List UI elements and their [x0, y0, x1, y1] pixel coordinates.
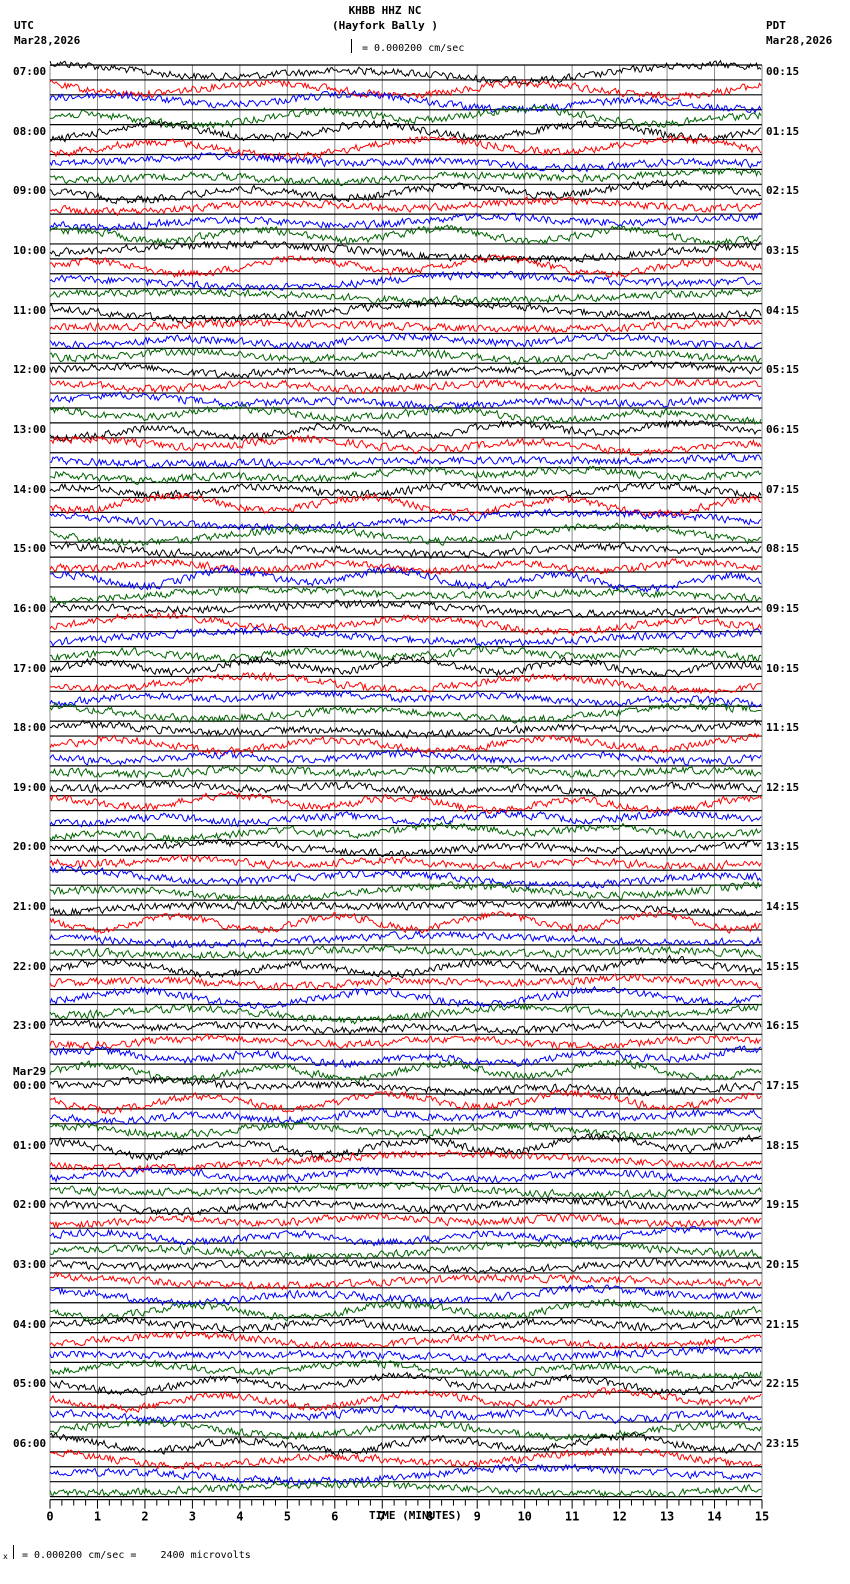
footer-scale-bar-icon	[13, 1545, 17, 1559]
right-hour-label: 01:15	[766, 124, 800, 138]
right-hour-label: 16:15	[766, 1019, 800, 1033]
left-hour-label: 00:00	[13, 1079, 47, 1093]
left-hour-label: 07:00	[13, 65, 47, 78]
left-hour-label: 02:00	[13, 1198, 47, 1212]
left-hour-label: 08:00	[13, 124, 47, 138]
left-hour-label: 15:00	[13, 542, 47, 556]
x-axis-label: TIME (MINUTES)	[369, 1509, 462, 1522]
left-hour-label: 12:00	[13, 363, 47, 377]
right-hour-label: 13:15	[766, 840, 800, 854]
right-hour-label: 15:15	[766, 959, 800, 973]
left-hour-label: 10:00	[13, 243, 47, 257]
left-hour-label: 19:00	[13, 780, 47, 794]
left-hour-label: 23:00	[13, 1019, 47, 1033]
right-date: Mar28,2026	[766, 34, 833, 47]
footer-scale-note: = 0.000200 cm/sec = 2400 microvolts	[22, 1550, 251, 1561]
left-hour-label: 06:00	[13, 1436, 47, 1450]
right-hour-label: 17:15	[766, 1079, 800, 1093]
left-hour-label: 09:00	[13, 184, 47, 198]
svg-text:7: 7	[379, 1510, 386, 1524]
left-hour-label: 04:00	[13, 1317, 47, 1331]
left-date: Mar28,2026	[14, 34, 81, 47]
right-hour-label: 00:15	[766, 65, 800, 78]
right-hour-label: 07:15	[766, 482, 800, 496]
right-hour-label: 05:15	[766, 363, 800, 377]
right-hour-label: 09:15	[766, 601, 800, 615]
right-hour-label: 14:15	[766, 900, 800, 914]
svg-text:2: 2	[141, 1510, 148, 1524]
station-title: KHBB HHZ NC	[348, 4, 422, 17]
right-hour-label: 02:15	[766, 184, 800, 198]
right-hour-label: 12:15	[766, 780, 800, 794]
right-hour-label: 22:15	[766, 1377, 800, 1391]
svg-text:10: 10	[517, 1510, 531, 1524]
left-hour-label: 11:00	[13, 303, 47, 317]
right-hour-label: 04:15	[766, 303, 800, 317]
svg-text:12: 12	[612, 1510, 626, 1524]
left-timezone: UTC	[14, 19, 34, 32]
scale-text: = 0.000200 cm/sec	[362, 43, 465, 54]
right-hour-label: 18:15	[766, 1138, 800, 1152]
svg-text:0: 0	[46, 1510, 53, 1524]
svg-text:3: 3	[189, 1510, 196, 1524]
right-hour-label: 21:15	[766, 1317, 800, 1331]
right-hour-label: 11:15	[766, 721, 800, 735]
svg-text:1: 1	[94, 1510, 101, 1524]
svg-text:11: 11	[565, 1510, 579, 1524]
left-hour-label: 16:00	[13, 601, 47, 615]
right-hour-label: 06:15	[766, 422, 800, 436]
date-change-label: Mar29	[13, 1065, 47, 1079]
left-hour-label: 03:00	[13, 1258, 47, 1271]
svg-text:9: 9	[474, 1510, 481, 1524]
left-hour-label: 22:00	[13, 959, 47, 973]
right-hour-label: 19:15	[766, 1198, 800, 1212]
left-hour-label: 14:00	[13, 482, 47, 496]
right-hour-label: 23:15	[766, 1436, 800, 1450]
left-hour-label: 05:00	[13, 1377, 47, 1391]
scale-bar-icon	[351, 39, 355, 53]
svg-text:5: 5	[284, 1510, 291, 1524]
left-hour-label: 17:00	[13, 661, 47, 675]
station-location: (Hayfork Bally )	[332, 19, 438, 32]
svg-text:8: 8	[426, 1510, 433, 1524]
right-timezone: PDT	[766, 19, 786, 32]
right-hour-label: 08:15	[766, 542, 800, 556]
left-hour-label: 21:00	[13, 900, 47, 914]
scale-prefix: x	[3, 1552, 8, 1561]
svg-text:4: 4	[236, 1510, 243, 1524]
left-hour-label: 01:00	[13, 1138, 47, 1152]
svg-text:6: 6	[331, 1510, 338, 1524]
right-hour-label: 10:15	[766, 661, 800, 675]
left-hour-label: 20:00	[13, 840, 47, 854]
left-hour-label: 13:00	[13, 422, 47, 436]
right-hour-label: 20:15	[766, 1258, 800, 1271]
svg-text:15: 15	[755, 1510, 769, 1524]
svg-text:13: 13	[660, 1510, 674, 1524]
left-hour-label: 18:00	[13, 721, 47, 735]
svg-text:14: 14	[707, 1510, 721, 1524]
right-hour-label: 03:15	[766, 243, 800, 257]
